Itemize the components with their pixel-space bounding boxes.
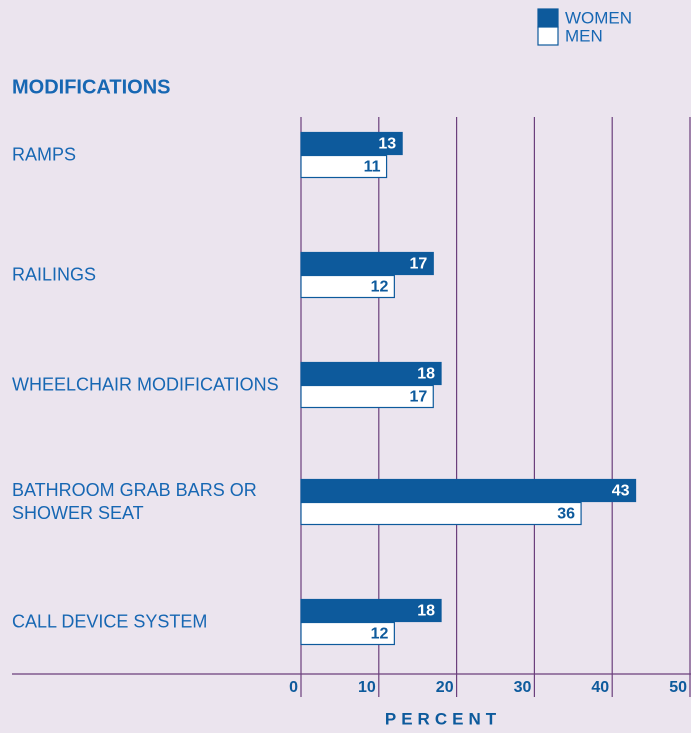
category-label: BATHROOM GRAB BARS OR SHOWER SEAT	[12, 480, 257, 523]
bar	[300, 384, 434, 409]
value-label: 13	[378, 136, 396, 153]
x-tick-label: 0	[289, 679, 298, 696]
legend-swatch	[537, 8, 559, 28]
x-tick-label: 20	[436, 679, 454, 696]
legend-label: MEN	[565, 26, 603, 45]
x-tick-label: 40	[591, 679, 609, 696]
value-label: 36	[557, 506, 575, 523]
bar	[300, 274, 395, 299]
x-axis-title: PERCENT	[385, 709, 501, 728]
value-label: 17	[409, 389, 427, 406]
x-tick-label: 50	[669, 679, 687, 696]
x-tick-label: 30	[514, 679, 532, 696]
x-tick-label: 10	[358, 679, 376, 696]
category-label: RAMPS	[12, 144, 77, 165]
category-label: WHEELCHAIR MODIFICATIONS	[12, 374, 279, 395]
bar	[300, 251, 434, 276]
category-label: CALL DEVICE SYSTEM	[12, 611, 208, 632]
value-label: 12	[371, 279, 389, 296]
bar	[300, 361, 442, 386]
category-label: RAILINGS	[12, 264, 97, 285]
category-axis-title: MODIFICATIONS	[12, 76, 171, 98]
bar	[300, 621, 395, 646]
value-label: 43	[612, 483, 630, 500]
bar	[300, 598, 442, 623]
value-label: 18	[417, 366, 435, 383]
value-label: 18	[417, 603, 435, 620]
bar	[300, 154, 388, 179]
bar	[300, 478, 637, 503]
value-label: 17	[409, 256, 427, 273]
value-label: 11	[364, 159, 381, 176]
legend-label: WOMEN	[565, 8, 632, 27]
bar	[300, 131, 403, 156]
value-label: 12	[371, 626, 389, 643]
legend-swatch	[537, 26, 559, 46]
bar	[300, 501, 582, 526]
